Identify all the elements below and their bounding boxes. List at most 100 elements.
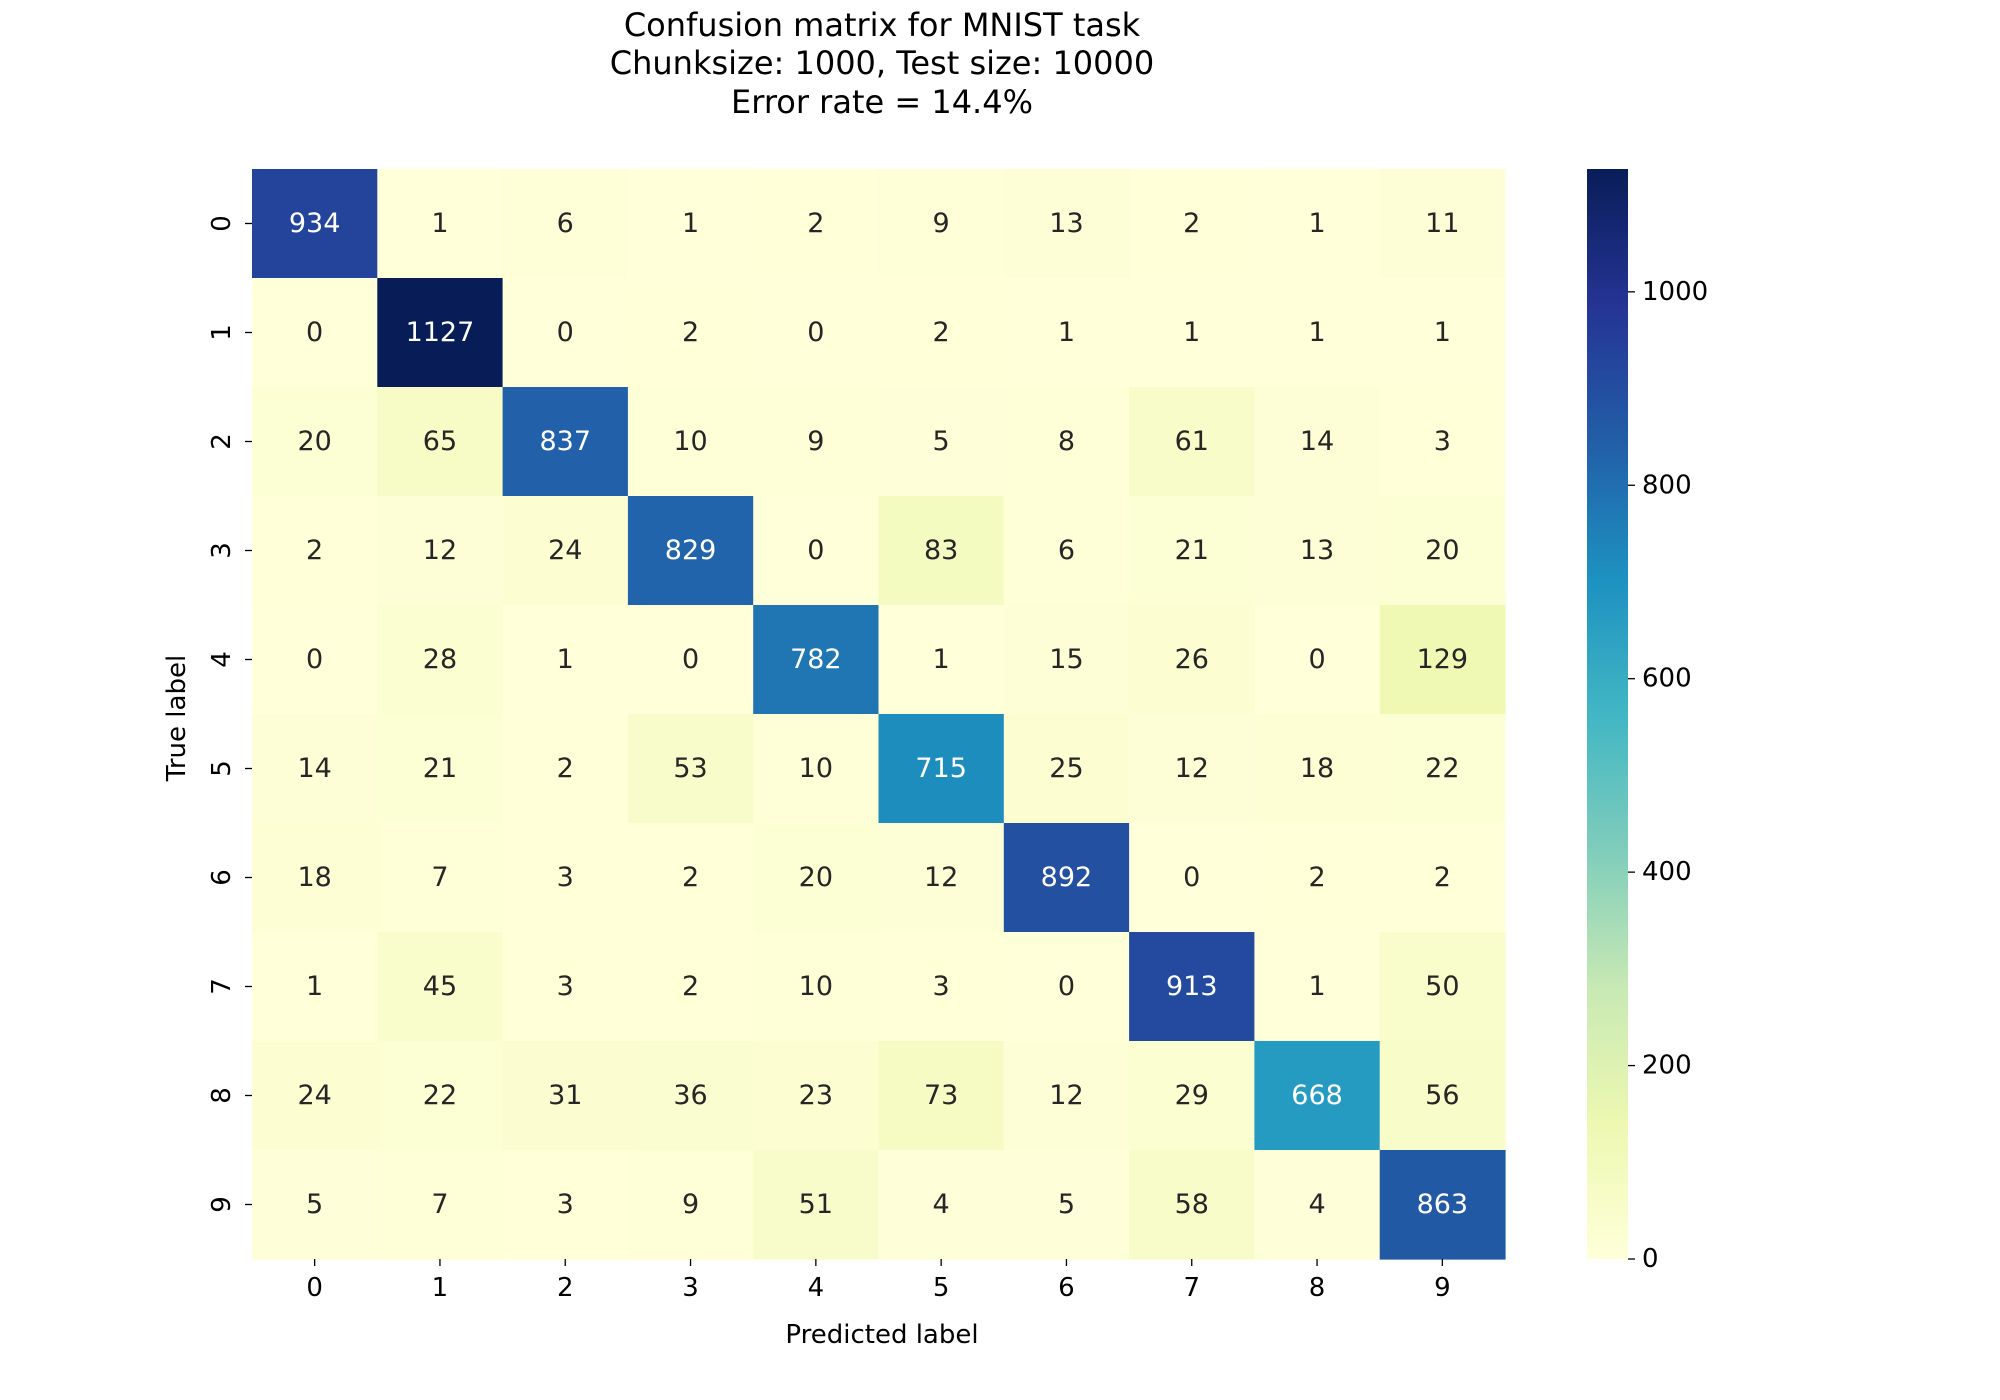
cell-value-r1-c2: 0 <box>557 317 574 348</box>
heatmap-cell-r6-c3 <box>627 823 754 933</box>
cell-value-r2-c8: 14 <box>1300 426 1334 457</box>
cell-value-r1-c3: 2 <box>682 317 699 348</box>
heatmap-cell-r3-c0 <box>252 496 378 606</box>
cell-value-r3-c9: 20 <box>1425 535 1459 566</box>
cell-value-r6-c0: 18 <box>297 862 331 893</box>
heatmap-cells <box>252 169 1506 1260</box>
heatmap-cell-r3-c3 <box>627 496 754 606</box>
cell-value-r2-c3: 10 <box>673 426 707 457</box>
cell-value-r0-c1: 1 <box>431 208 448 239</box>
y-tick-label-2: 2 <box>207 433 237 450</box>
heatmap-cell-labels: 934 1 6 1 2 9 13 2 1 110 1127 0 2 0 2 1 1 1 120 65 837 10 9 5 8 6… <box>289 208 1468 1220</box>
heatmap-cell-r9-c5 <box>878 1150 1005 1260</box>
heatmap-cell-r8-c4 <box>753 1041 880 1151</box>
heatmap-cell-r6-c2 <box>502 823 629 933</box>
cell-value-r8-c5: 73 <box>924 1080 958 1111</box>
cell-value-r0-c2: 6 <box>557 208 574 239</box>
x-tick-label-4: 4 <box>808 1273 825 1303</box>
heatmap-cell-r0-c3 <box>627 169 754 279</box>
x-tick-label-3: 3 <box>682 1273 699 1303</box>
heatmap-cell-r3-c8 <box>1254 496 1381 606</box>
heatmap-cell-r7-c8 <box>1254 932 1381 1042</box>
heatmap-cell-r0-c1 <box>377 169 504 279</box>
heatmap-cell-r1-c3 <box>627 278 754 388</box>
heatmap-cell-r6-c4 <box>753 823 880 933</box>
cell-value-r2-c1: 65 <box>423 426 457 457</box>
heatmap-cell-r7-c9 <box>1379 932 1506 1042</box>
heatmap-cell-r3-c7 <box>1129 496 1255 606</box>
cell-value-r5-c0: 14 <box>297 753 331 784</box>
cell-value-r6-c2: 3 <box>557 862 574 893</box>
cell-value-r4-c4: 782 <box>790 644 842 675</box>
heatmap-cell-r8-c1 <box>377 1041 504 1151</box>
cell-value-r6-c8: 2 <box>1308 862 1325 893</box>
x-axis-ticks: 0 1 2 3 4 5 6 7 8 9 <box>306 1259 1451 1303</box>
cell-value-r1-c9: 1 <box>1434 317 1451 348</box>
heatmap-cell-r0-c6 <box>1003 169 1130 279</box>
heatmap-cell-r6-c5 <box>878 823 1005 933</box>
heatmap-cell-r9-c4 <box>753 1150 880 1260</box>
cell-value-r8-c6: 12 <box>1049 1080 1083 1111</box>
heatmap-cell-r0-c2 <box>502 169 629 279</box>
cell-value-r5-c4: 10 <box>799 753 833 784</box>
cell-value-r6-c5: 12 <box>924 862 958 893</box>
cell-value-r7-c1: 45 <box>423 971 457 1002</box>
cell-value-r7-c7: 913 <box>1166 971 1218 1002</box>
cell-value-r7-c0: 1 <box>306 971 323 1002</box>
heatmap-cell-r5-c3 <box>627 714 754 824</box>
heatmap-cell-r0-c0 <box>252 169 378 279</box>
heatmap-cell-r7-c4 <box>753 932 880 1042</box>
heatmap-cell-r4-c5 <box>878 605 1005 715</box>
heatmap-cell-r6-c1 <box>377 823 504 933</box>
cell-value-r0-c6: 13 <box>1049 208 1083 239</box>
cell-value-r4-c9: 129 <box>1417 644 1469 675</box>
y-tick-label-0: 0 <box>207 215 237 232</box>
cell-value-r5-c6: 25 <box>1049 753 1083 784</box>
cell-value-r7-c8: 1 <box>1308 971 1325 1002</box>
y-tick-label-3: 3 <box>207 542 237 559</box>
y-tick-label-4: 4 <box>207 651 237 668</box>
cell-value-r5-c7: 12 <box>1175 753 1209 784</box>
heatmap-cell-r7-c3 <box>627 932 754 1042</box>
colorbar-tick-label-600: 600 <box>1642 664 1692 694</box>
y-axis-ticks: 0 1 2 3 4 5 6 7 8 9 <box>207 215 252 1213</box>
cell-value-r7-c9: 50 <box>1425 971 1459 1002</box>
heatmap-cell-r4-c2 <box>502 605 629 715</box>
cell-value-r1-c4: 0 <box>807 317 824 348</box>
cell-value-r3-c3: 829 <box>665 535 717 566</box>
x-tick-label-1: 1 <box>432 1273 449 1303</box>
cell-value-r8-c1: 22 <box>423 1080 457 1111</box>
cell-value-r2-c2: 837 <box>539 426 591 457</box>
cell-value-r4-c1: 28 <box>423 644 457 675</box>
cell-value-r6-c9: 2 <box>1434 862 1451 893</box>
heatmap-cell-r5-c6 <box>1003 714 1130 824</box>
heatmap-cell-r9-c3 <box>627 1150 754 1260</box>
cell-value-r1-c0: 0 <box>306 317 323 348</box>
heatmap-cell-r5-c5 <box>878 714 1005 824</box>
cell-value-r1-c5: 2 <box>933 317 950 348</box>
heatmap-cell-r7-c7 <box>1129 932 1255 1042</box>
chart-title-line-2: Chunksize: 1000, Test size: 10000 <box>610 44 1154 82</box>
heatmap-cell-r6-c9 <box>1379 823 1506 933</box>
cell-value-r5-c9: 22 <box>1425 753 1459 784</box>
cell-value-r3-c4: 0 <box>807 535 824 566</box>
x-axis-label: Predicted label <box>785 1320 978 1350</box>
cell-value-r9-c5: 4 <box>933 1189 950 1220</box>
cell-value-r0-c5: 9 <box>933 208 950 239</box>
x-tick-label-8: 8 <box>1309 1273 1326 1303</box>
cell-value-r4-c8: 0 <box>1308 644 1325 675</box>
cell-value-r3-c7: 21 <box>1175 535 1209 566</box>
heatmap-cell-r7-c1 <box>377 932 504 1042</box>
heatmap-cell-r9-c8 <box>1254 1150 1381 1260</box>
cell-value-r2-c7: 61 <box>1175 426 1209 457</box>
heatmap-cell-r5-c0 <box>252 714 378 824</box>
y-tick-label-7: 7 <box>207 978 237 995</box>
heatmap-cell-r2-c5 <box>878 387 1005 497</box>
heatmap-cell-r9-c0 <box>252 1150 378 1260</box>
cell-value-r5-c5: 715 <box>915 753 967 784</box>
heatmap-cell-r5-c9 <box>1379 714 1506 824</box>
heatmap-cell-r3-c2 <box>502 496 629 606</box>
cell-value-r1-c7: 1 <box>1183 317 1200 348</box>
heatmap-cell-r4-c0 <box>252 605 378 715</box>
